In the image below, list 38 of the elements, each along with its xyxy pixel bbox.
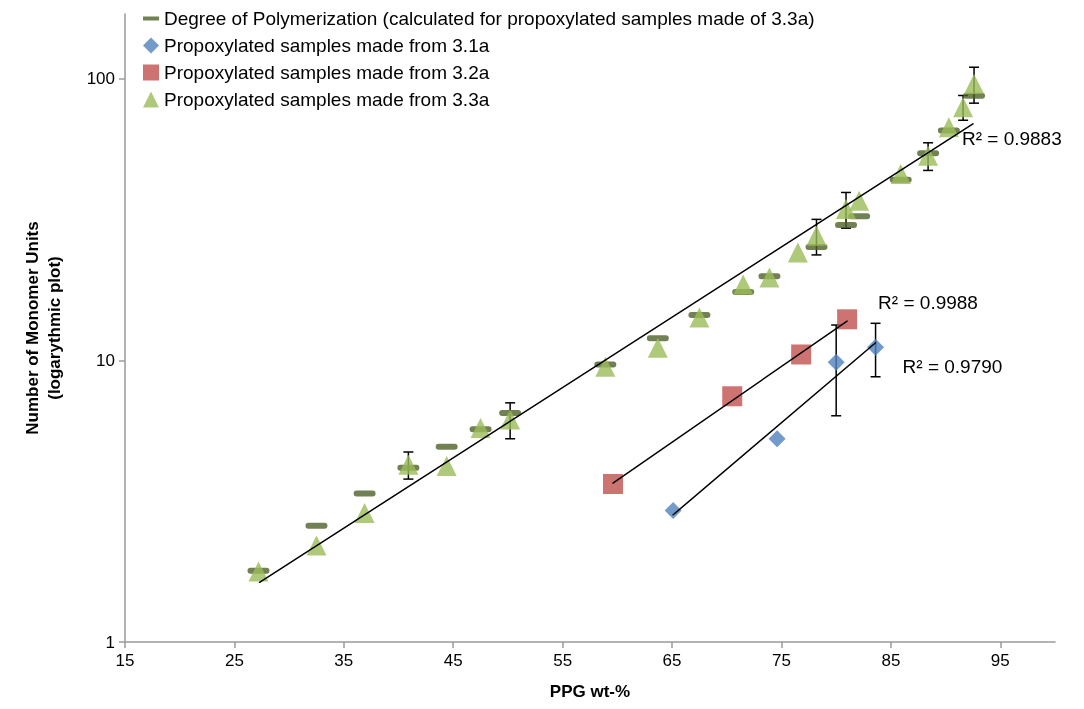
point (849, 190, 870, 211)
x-tick-label: 95 (990, 651, 1010, 670)
y-tick-label: 10 (96, 350, 115, 370)
point (733, 274, 754, 295)
point (806, 225, 827, 246)
legend-label: Propoxylated samples made from 3.3a (164, 89, 490, 110)
x-tick-label: 45 (443, 651, 463, 670)
y-axis-title: Number of Monomer Units (logarythmic plot) (22, 221, 64, 435)
point (938, 117, 959, 138)
point (647, 337, 668, 358)
point (964, 73, 985, 94)
point (787, 242, 808, 263)
legend-label: Propoxylated samples made from 3.2a (164, 62, 490, 83)
x-tick-label: 55 (553, 651, 573, 670)
legend-label: Degree of Polymerization (calculated for propoxylated samples made of 3.3a) (164, 8, 815, 29)
point (602, 474, 623, 495)
x-tick-label: 35 (334, 651, 354, 670)
y-tick-label: 1 (105, 632, 115, 652)
x-tick-label: 75 (772, 651, 791, 670)
annotation: R² = 0.9883 (961, 128, 1062, 150)
point (722, 386, 743, 407)
x-axis-title: PPG wt-% (549, 681, 631, 701)
point (953, 97, 974, 118)
annotation: R² = 0.9988 (878, 291, 978, 313)
x-tick-label: 15 (115, 651, 135, 670)
x-tick-label: 65 (662, 651, 682, 670)
point (836, 199, 857, 220)
point (398, 454, 419, 475)
point (791, 344, 812, 365)
legend-label: Propoxylated samples made from 3.1a (164, 35, 490, 56)
annotation: R² = 0.9790 (902, 356, 1003, 378)
y-tick-label: 100 (86, 69, 115, 89)
point (436, 455, 457, 476)
point (768, 430, 786, 448)
point (827, 353, 845, 371)
x-tick-label: 25 (224, 651, 244, 670)
point (837, 309, 858, 330)
x-tick-label: 85 (881, 651, 901, 670)
